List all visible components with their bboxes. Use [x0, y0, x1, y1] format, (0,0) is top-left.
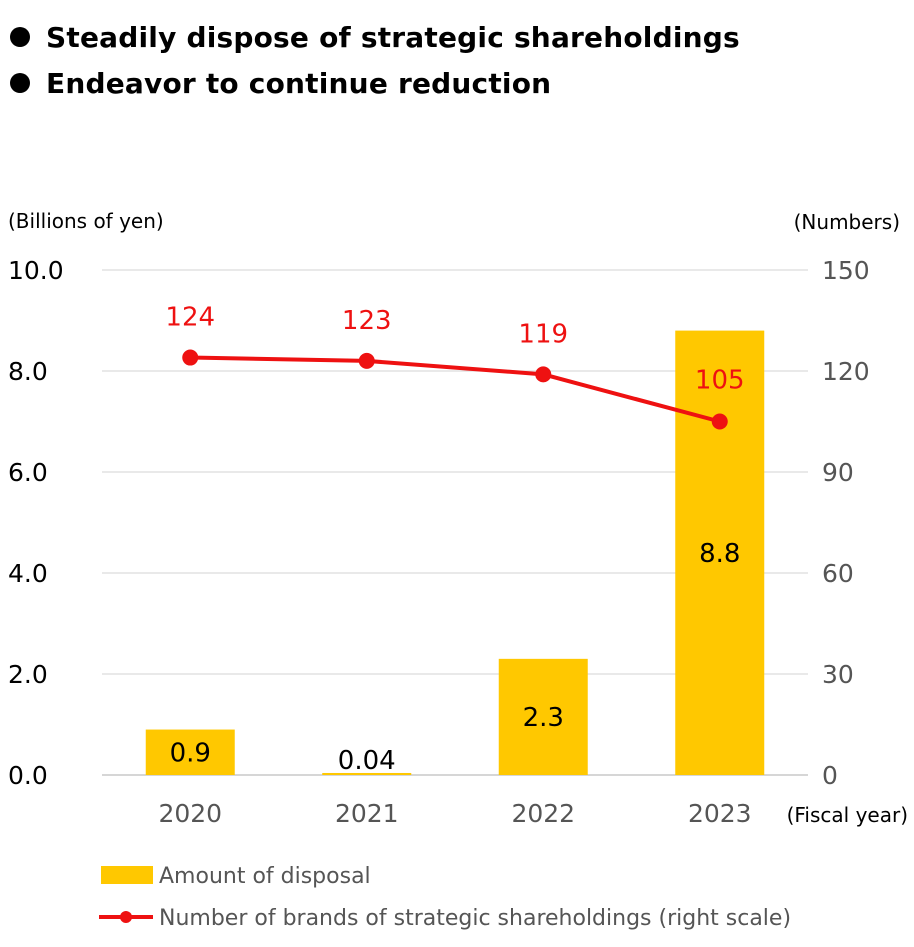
- bullet-item: Steadily dispose of strategic shareholdi…: [10, 14, 740, 60]
- bar: [322, 772, 412, 775]
- bullet-dot-icon: [10, 27, 30, 47]
- line-marker: [711, 413, 728, 430]
- x-tick-label: 2023: [688, 799, 752, 828]
- bullet-dot-icon: [10, 73, 30, 93]
- bullet-list: Steadily dispose of strategic shareholdi…: [10, 14, 740, 106]
- y-tick-left-label: 4.0: [8, 559, 48, 588]
- y-axis-left-label: (Billions of yen): [8, 209, 164, 233]
- bar: [675, 330, 765, 775]
- y-tick-right-label: 150: [822, 256, 870, 285]
- line-series: 124 123 119 105: [165, 303, 745, 430]
- y-tick-right-label: 0: [822, 761, 838, 790]
- y-tick-left-label: 8.0: [8, 357, 48, 386]
- line-marker: [182, 349, 199, 366]
- line-marker: [535, 366, 552, 383]
- y-tick-left-label: 10.0: [8, 256, 64, 285]
- y-tick-right-label: 120: [822, 357, 870, 386]
- line-marker: [358, 352, 375, 369]
- x-tick-label: 2022: [511, 799, 575, 828]
- bullet-item: Endeavor to continue reduction: [10, 60, 740, 106]
- line-data-label: 119: [518, 319, 568, 349]
- legend-label: Number of brands of strategic shareholdi…: [159, 906, 791, 931]
- line-data-label: 105: [695, 366, 745, 396]
- bar: [498, 658, 588, 775]
- legend-swatch-marker: [120, 911, 132, 923]
- y-tick-right-label: 60: [822, 559, 854, 588]
- bar-data-label: 2.3: [523, 703, 564, 733]
- bar-data-label: 0.9: [170, 738, 211, 768]
- bar-data-label: 8.8: [699, 539, 740, 569]
- legend-swatch-bar: [101, 866, 153, 884]
- legend: Amount of disposal Number of brands of s…: [99, 864, 791, 931]
- y-axis-right-label: (Numbers): [794, 210, 900, 234]
- x-tick-label: 2021: [335, 799, 399, 828]
- bar: [145, 729, 235, 775]
- bullet-text: Steadily dispose of strategic shareholdi…: [46, 20, 740, 54]
- y-tick-left-label: 0.0: [8, 761, 48, 790]
- line-data-label: 123: [342, 306, 392, 336]
- bar-data-label: 0.04: [338, 746, 396, 776]
- x-axis-label: (Fiscal year): [787, 803, 908, 827]
- bullet-text: Endeavor to continue reduction: [46, 66, 552, 100]
- y-tick-left-label: 6.0: [8, 458, 48, 487]
- legend-label: Amount of disposal: [159, 864, 371, 889]
- y-tick-left-label: 2.0: [8, 660, 48, 689]
- line-data-label: 124: [165, 303, 215, 333]
- series-line: [190, 355, 721, 424]
- ticks: 0.0 0 2.0 30 4.0 60 6.0 90 8.0 120 10.0 150 2020 2021…: [8, 256, 870, 828]
- y-tick-right-label: 30: [822, 660, 854, 689]
- y-tick-right-label: 90: [822, 458, 854, 487]
- x-tick-label: 2020: [158, 799, 222, 828]
- bar-series: 0.9 0.04 2.3 8.8: [145, 330, 765, 776]
